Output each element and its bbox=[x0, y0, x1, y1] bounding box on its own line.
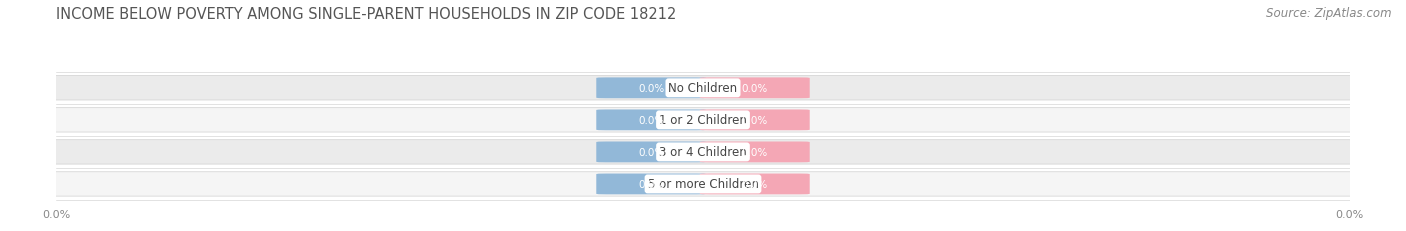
FancyBboxPatch shape bbox=[37, 140, 1369, 164]
Text: No Children: No Children bbox=[668, 82, 738, 95]
FancyBboxPatch shape bbox=[596, 110, 706, 131]
FancyBboxPatch shape bbox=[596, 142, 706, 163]
FancyBboxPatch shape bbox=[37, 76, 1369, 100]
Text: Source: ZipAtlas.com: Source: ZipAtlas.com bbox=[1267, 7, 1392, 20]
Text: 3 or 4 Children: 3 or 4 Children bbox=[659, 146, 747, 159]
FancyBboxPatch shape bbox=[700, 142, 810, 163]
Text: 0.0%: 0.0% bbox=[741, 115, 768, 125]
FancyBboxPatch shape bbox=[596, 174, 706, 195]
Text: 1 or 2 Children: 1 or 2 Children bbox=[659, 114, 747, 127]
Text: 0.0%: 0.0% bbox=[638, 179, 665, 189]
Text: 0.0%: 0.0% bbox=[741, 179, 768, 189]
Text: 0.0%: 0.0% bbox=[638, 147, 665, 157]
Text: INCOME BELOW POVERTY AMONG SINGLE-PARENT HOUSEHOLDS IN ZIP CODE 18212: INCOME BELOW POVERTY AMONG SINGLE-PARENT… bbox=[56, 7, 676, 22]
FancyBboxPatch shape bbox=[700, 110, 810, 131]
Text: 0.0%: 0.0% bbox=[741, 83, 768, 93]
Text: 0.0%: 0.0% bbox=[638, 83, 665, 93]
FancyBboxPatch shape bbox=[700, 174, 810, 195]
FancyBboxPatch shape bbox=[37, 108, 1369, 132]
FancyBboxPatch shape bbox=[596, 78, 706, 99]
Text: 5 or more Children: 5 or more Children bbox=[648, 178, 758, 191]
FancyBboxPatch shape bbox=[700, 78, 810, 99]
FancyBboxPatch shape bbox=[37, 172, 1369, 196]
Text: 0.0%: 0.0% bbox=[638, 115, 665, 125]
Text: 0.0%: 0.0% bbox=[741, 147, 768, 157]
